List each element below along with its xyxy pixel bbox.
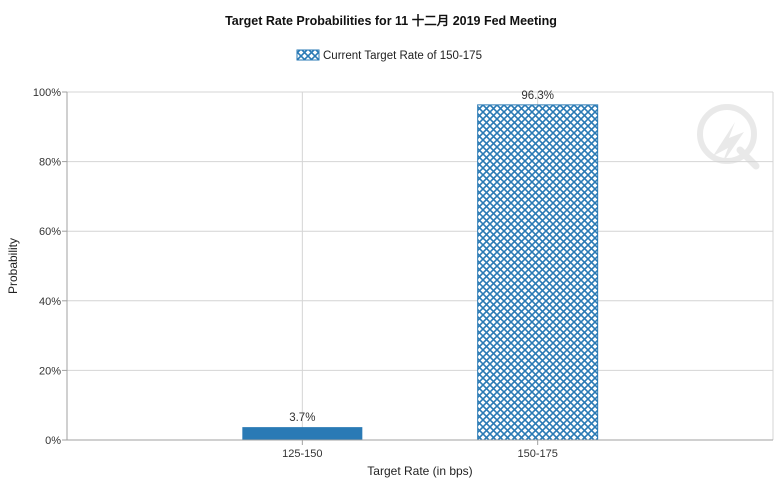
- legend-entry-label: Current Target Rate of 150-175: [323, 50, 482, 62]
- y-tick-label: 80%: [39, 157, 61, 169]
- x-tick-label-125-150: 125-150: [282, 448, 322, 460]
- x-axis-title: Target Rate (in bps): [367, 464, 472, 478]
- axes: 0% 20% 40% 60% 80% 100% 125-150 150-175: [33, 87, 773, 460]
- legend-swatch: [296, 49, 320, 61]
- gridlines: [66, 91, 774, 441]
- bars: [242, 104, 599, 441]
- data-label-125-150: 3.7%: [289, 412, 315, 424]
- chart-title: Target Rate Probabilities for 11 十二月 201…: [225, 13, 557, 28]
- y-tick-label: 40%: [39, 296, 61, 308]
- bar-125-150: [242, 427, 363, 440]
- x-tick-label-150-175: 150-175: [517, 448, 557, 460]
- data-label-150-175: 96.3%: [521, 90, 554, 102]
- y-axis-title: Probability: [6, 238, 20, 294]
- y-tick-label: 60%: [39, 226, 61, 238]
- legend: Current Target Rate of 150-175: [296, 49, 482, 62]
- watermark-logo: [697, 104, 760, 170]
- data-labels: 3.7% 96.3%: [289, 90, 554, 424]
- y-tick-label: 100%: [33, 87, 61, 99]
- y-tick-label: 20%: [39, 365, 61, 377]
- y-tick-label: 0%: [45, 435, 61, 447]
- bar-150-175: [477, 104, 599, 441]
